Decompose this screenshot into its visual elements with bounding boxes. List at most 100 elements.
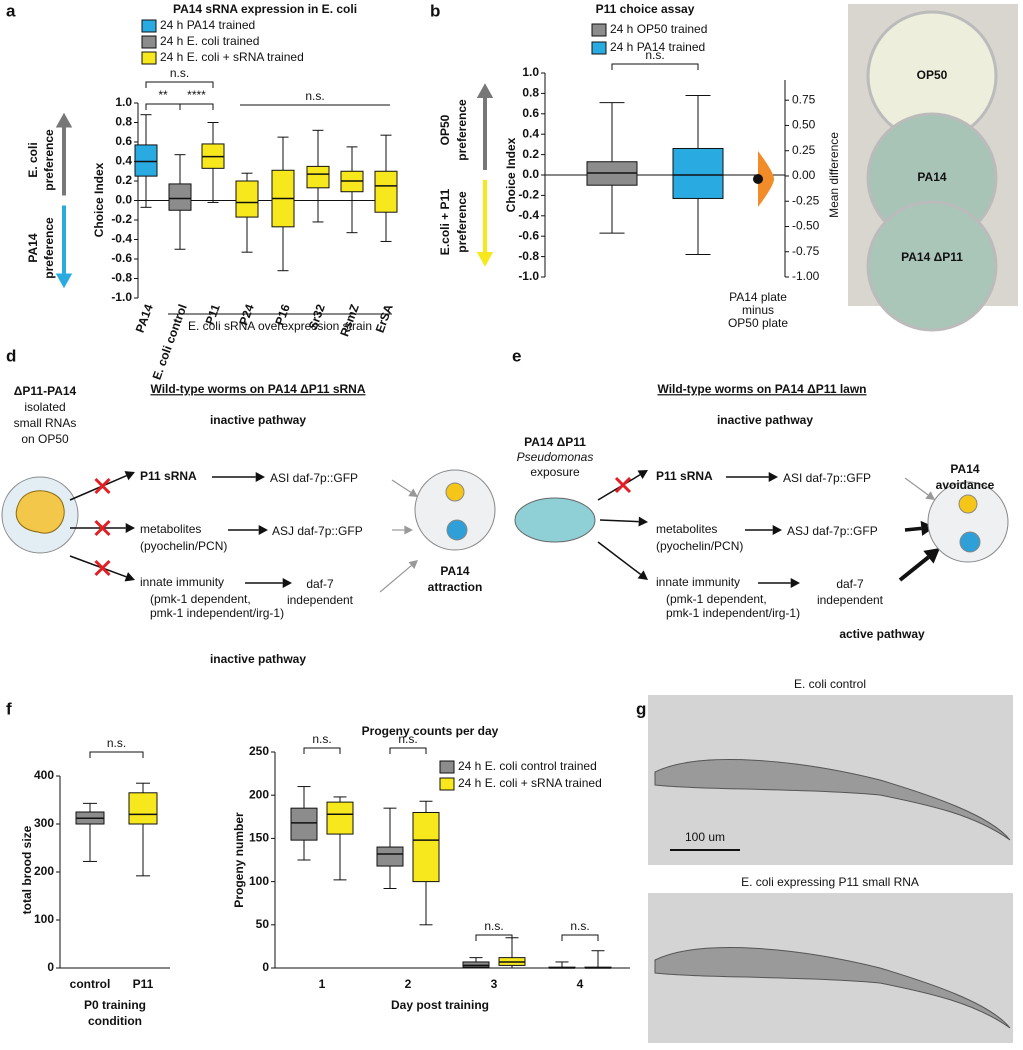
y2-tick-label: 0.00 <box>792 168 816 182</box>
y-tick-label: -1.0 <box>518 269 539 283</box>
y-tick-label: -0.2 <box>518 188 539 202</box>
pathway-input: metabolites <box>656 522 717 536</box>
legend-label: 24 h E. coli trained <box>160 34 259 48</box>
significance-bracket <box>145 103 181 110</box>
arrow-head <box>923 548 940 564</box>
y-tick-label: 1.0 <box>522 65 539 79</box>
arrow-shaft <box>904 526 922 532</box>
pathway-note: inactive pathway <box>717 413 813 427</box>
arrow-head <box>408 560 418 570</box>
pathway-detail: pmk-1 independent/irg-1) <box>666 606 800 620</box>
y-tick-label: 0 <box>262 960 269 974</box>
box <box>306 165 330 189</box>
box <box>235 180 259 218</box>
x-tick-label: 2 <box>405 977 412 991</box>
arrow-head <box>124 471 135 481</box>
plate-label: PA14 ΔP11 <box>901 250 963 264</box>
y2-tick-label: -1.00 <box>792 269 820 283</box>
pathway-detail: (pyochelin/PCN) <box>140 539 227 553</box>
pathway-input: P11 sRNA <box>656 469 713 483</box>
significance-label: n.s. <box>484 919 503 933</box>
significance-label: n.s. <box>645 48 664 62</box>
side-label: OP50 <box>438 114 452 145</box>
y-tick-label: -0.4 <box>111 232 132 246</box>
y-tick-label: 0.2 <box>115 173 132 187</box>
x-axis-label: P0 training <box>84 998 146 1012</box>
arrow-head <box>920 520 935 536</box>
arrow-shaft <box>898 555 930 582</box>
box <box>326 801 354 835</box>
panel-label: d <box>6 346 16 365</box>
box <box>462 961 490 968</box>
arrow-head <box>637 470 648 480</box>
significance-label: n.s. <box>312 732 331 746</box>
source-label: exposure <box>530 465 580 479</box>
arrow-head <box>925 491 935 500</box>
legend-label: 24 h PA14 trained <box>160 18 255 32</box>
panel-label: b <box>430 1 440 20</box>
arrow-head <box>638 516 648 527</box>
significance-bracket <box>561 934 599 941</box>
x-axis-label: condition <box>88 1014 142 1028</box>
arrow-head <box>124 572 135 582</box>
red-x <box>94 559 111 577</box>
worm <box>654 947 1011 1029</box>
significance-bracket <box>89 751 144 758</box>
y-tick-label: 0.0 <box>522 167 539 181</box>
y-tick-label: 0.8 <box>522 86 539 100</box>
y-axis-label: Choice Index <box>504 137 518 212</box>
y-tick-label: 250 <box>249 744 269 758</box>
side-label: preference <box>455 191 469 253</box>
contrast-label: minus <box>742 303 774 317</box>
box <box>672 147 724 199</box>
y2-tick-label: 0.25 <box>792 143 816 157</box>
arrow-shaft <box>69 474 127 501</box>
contrast-label: OP50 plate <box>728 316 788 330</box>
pathway-output: daf-7 <box>836 577 864 591</box>
panel-label: f <box>6 699 12 718</box>
legend-swatch <box>141 35 157 49</box>
box <box>168 183 192 211</box>
arrow-head <box>404 525 413 535</box>
pathway-detail: (pmk-1 dependent, <box>666 592 767 606</box>
box <box>134 144 158 177</box>
arrow-shaft <box>69 555 127 578</box>
legend-label: 24 h PA14 trained <box>610 40 705 54</box>
y2-tick-label: -0.25 <box>792 193 820 207</box>
arrow-head <box>258 525 268 535</box>
pathway-detail: (pyochelin/PCN) <box>656 539 743 553</box>
significance-bracket <box>179 103 214 110</box>
arrow-head <box>476 83 494 98</box>
arrow-head <box>790 578 800 588</box>
side-label: E.coli + P11 <box>438 188 452 255</box>
chart-title: PA14 sRNA expression in E. coli <box>173 2 357 16</box>
pathway-output: ASI daf-7p::GFP <box>783 471 871 485</box>
side-label: preference <box>42 129 56 191</box>
y-tick-label: 50 <box>256 917 270 931</box>
y-tick-label: -0.8 <box>111 271 132 285</box>
y-tick-label: 1.0 <box>115 95 132 109</box>
outcome-label: PA14 <box>950 462 979 476</box>
pathway-note: active pathway <box>839 627 925 641</box>
x-tick-label: ErSA <box>373 302 396 335</box>
significance-label: n.s. <box>305 89 324 103</box>
panel-label: g <box>636 699 646 718</box>
lawn <box>958 494 978 514</box>
significance-bracket <box>475 934 513 941</box>
pathway-output: ASJ daf-7p::GFP <box>272 524 363 538</box>
source-label: on OP50 <box>21 432 69 446</box>
x-tick-label: 1 <box>319 977 326 991</box>
arrow-head <box>125 523 135 533</box>
plate <box>866 200 998 332</box>
significance-bracket <box>389 747 427 754</box>
box <box>376 846 404 867</box>
source-label: Pseudomonas <box>517 450 594 464</box>
x-tick-label: PA14 <box>133 302 156 334</box>
y-tick-label: 100 <box>34 912 54 926</box>
y-tick-label: 0.6 <box>115 134 132 148</box>
side-label: E. coli <box>26 142 40 177</box>
x-tick-label: control <box>70 977 111 991</box>
red-x <box>614 476 632 494</box>
y-tick-label: 150 <box>249 831 269 845</box>
